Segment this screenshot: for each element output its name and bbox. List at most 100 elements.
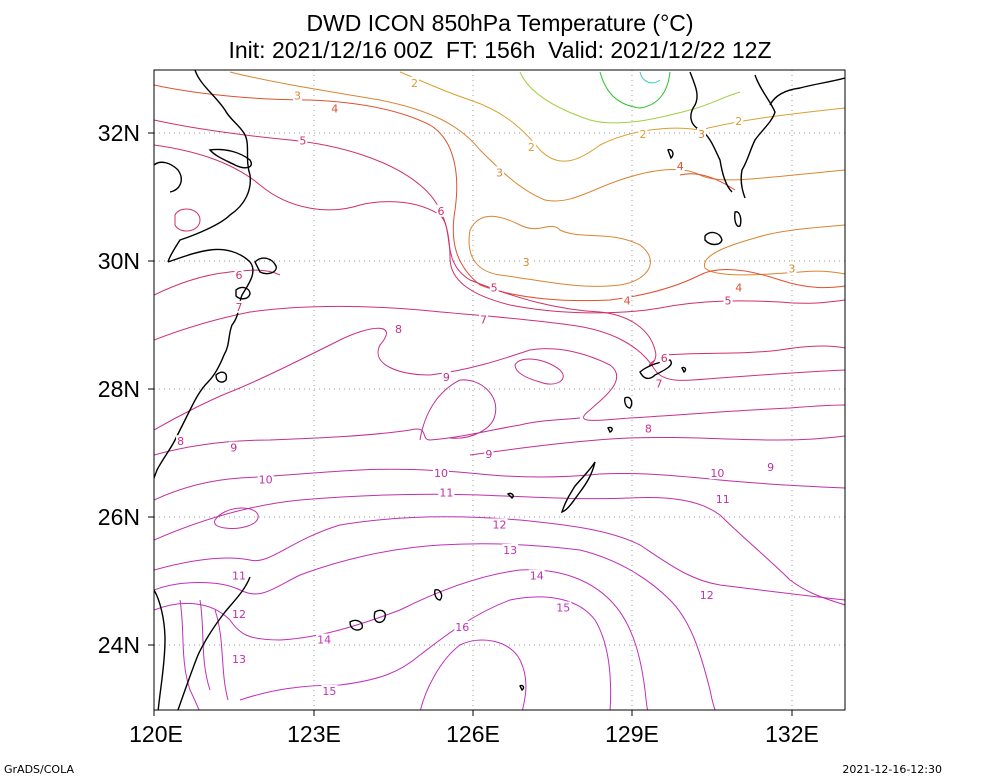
temperature-contours <box>154 71 845 710</box>
contour-label-bg <box>234 268 244 281</box>
contour-label: 15 <box>556 602 570 615</box>
contour-label: 12 <box>700 589 714 602</box>
map-title: DWD ICON 850hPa Temperature (°C) <box>306 10 694 36</box>
contour-label-bg <box>298 134 308 147</box>
amami-islands <box>624 359 687 409</box>
lat-tick-label: 32N <box>98 120 140 146</box>
contour-label-bg <box>454 620 471 633</box>
contour-label: 2 <box>411 77 418 90</box>
contour-label: 5 <box>725 294 732 307</box>
lon-axis: 120E 123E 126E 129E 132E <box>129 721 819 747</box>
sakishima-islands <box>349 426 613 692</box>
contour-16 <box>420 639 527 710</box>
contour-label: 3 <box>698 128 705 141</box>
shanghai-estuary <box>154 148 252 193</box>
contour-1-inner <box>639 71 661 84</box>
contour-label: 12 <box>493 518 507 531</box>
contour-label: 11 <box>232 570 246 583</box>
contour-label-bg <box>675 160 685 172</box>
contour-14 <box>154 569 649 710</box>
contour-label: 8 <box>177 435 184 448</box>
contour-label: 9 <box>443 371 450 384</box>
contour-label: 4 <box>624 294 631 307</box>
contour-label-bg <box>321 684 338 697</box>
contour-label-bg <box>433 467 450 480</box>
contour-label: 3 <box>294 90 301 103</box>
lon-tick-label: 132E <box>765 721 819 747</box>
contour-3-east <box>704 224 845 276</box>
contour-label-bg <box>734 281 744 294</box>
contour-label-bg <box>526 140 536 153</box>
contour-7 <box>154 305 845 381</box>
contour-label-bg <box>231 569 248 582</box>
contour-label-bg <box>234 300 244 313</box>
contour-label: 2 <box>528 141 535 154</box>
contour-label: 8 <box>395 323 402 336</box>
contour-label-bg <box>316 633 333 646</box>
contour-13 <box>154 543 716 710</box>
contour-label: 3 <box>788 262 795 275</box>
okinawa-island <box>506 461 596 514</box>
coastlines <box>154 70 845 710</box>
footer-software-credit: GrADS/COLA <box>4 763 74 776</box>
contour-label-bg <box>696 128 706 140</box>
contour-label: 6 <box>661 352 668 365</box>
contour-label: 4 <box>331 102 338 115</box>
lon-tick-label: 123E <box>287 721 341 747</box>
contour-label-bg <box>484 448 494 460</box>
contour-8-island <box>514 358 564 385</box>
contour-label: 6 <box>438 205 445 218</box>
contour-label-bg <box>714 492 731 505</box>
contour-label: 11 <box>716 493 730 506</box>
contour-10 <box>154 468 845 501</box>
contour-label: 9 <box>485 448 492 461</box>
contour-6 <box>154 144 845 366</box>
contour-label-bg <box>409 76 419 89</box>
contour-3-south <box>468 215 651 287</box>
contour-label-bg <box>787 262 797 275</box>
contour-label: 7 <box>655 378 662 391</box>
contour-label-bg <box>654 377 664 390</box>
contour-label: 10 <box>434 467 448 480</box>
contour-label: 8 <box>645 422 652 435</box>
zhoushan-islands <box>215 257 277 383</box>
contour-label: 14 <box>317 634 331 647</box>
lon-tick-label: 129E <box>605 721 659 747</box>
contour-label: 12 <box>232 608 246 621</box>
contour-label: 3 <box>523 256 530 269</box>
contour-label: 2 <box>735 115 742 128</box>
contour-label-bg <box>257 473 274 486</box>
contour-label: 2 <box>640 128 647 141</box>
contour-11 <box>154 493 845 606</box>
lat-tick-label: 24N <box>98 632 140 658</box>
contour-label: 10 <box>710 467 724 480</box>
contour-9 <box>154 379 845 456</box>
footer-timestamp: 2021-12-16-12:30 <box>842 763 942 776</box>
lat-tick-label: 26N <box>98 504 140 530</box>
contour-2-north <box>519 71 741 124</box>
contour-label-bg <box>231 608 248 620</box>
contour-label-bg <box>231 652 248 665</box>
contour-2-west <box>399 71 845 162</box>
contour-label: 4 <box>735 282 742 295</box>
contour-label-bg <box>479 313 489 326</box>
contour-label: 14 <box>530 570 544 583</box>
lon-tick-label: 120E <box>129 721 183 747</box>
contour-label-bg <box>489 281 499 294</box>
contour-label-bg <box>441 371 451 384</box>
contour-label-bg <box>394 323 404 336</box>
contour-label: 7 <box>480 314 487 327</box>
lat-tick-label: 28N <box>98 376 140 402</box>
contour-label: 5 <box>299 134 306 147</box>
lon-tick-label: 126E <box>446 721 500 747</box>
contour-label-bg <box>293 89 303 102</box>
contour-label-bg <box>495 166 504 179</box>
contour-label: 16 <box>455 621 469 634</box>
contour-label: 7 <box>236 301 243 314</box>
gridlines <box>154 70 845 710</box>
plot-frame <box>153 69 846 711</box>
contour-label: 3 <box>496 166 503 179</box>
contour-label-bg <box>698 588 715 601</box>
